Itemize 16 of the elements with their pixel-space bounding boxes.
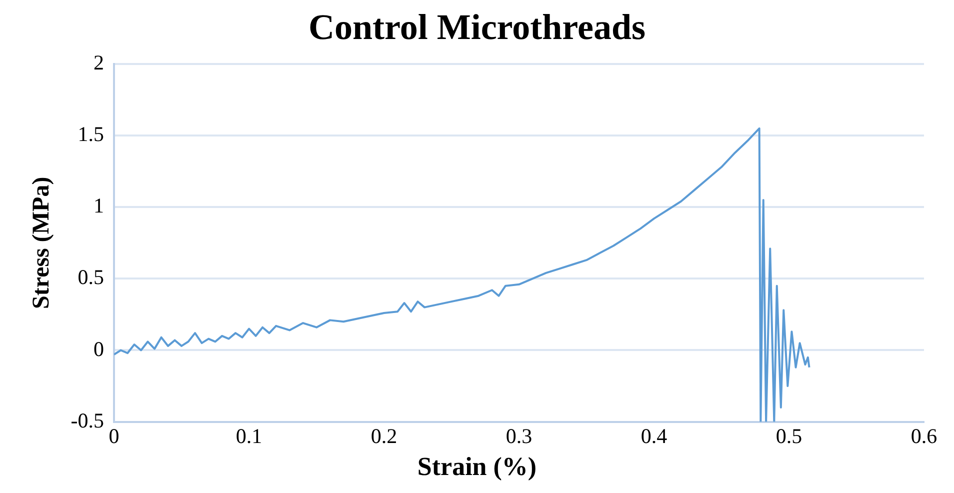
x-tick-label: 0.5	[776, 424, 802, 448]
y-tick-label: -0.5	[70, 408, 104, 432]
x-tick-label: 0.3	[506, 424, 532, 448]
x-tick-label: 0	[108, 424, 120, 448]
y-axis-title: Stress (MPa)	[28, 176, 55, 309]
x-tick-label: 0.6	[910, 424, 938, 448]
x-axis-title: Strain (%)	[416, 452, 538, 482]
y-tick-label: 1.5	[78, 122, 104, 146]
y-tick-label: 1	[94, 194, 104, 218]
y-tick-label: 0	[94, 336, 104, 361]
x-tick-label: 0.2	[370, 424, 398, 448]
chart-title: Control Microthreads	[308, 6, 646, 48]
x-tick-label: 0.1	[236, 424, 262, 448]
y-tick-label: 0.5	[78, 265, 104, 290]
x-tick-label: 0.4	[640, 424, 668, 448]
y-tick-label: 2	[94, 50, 104, 75]
